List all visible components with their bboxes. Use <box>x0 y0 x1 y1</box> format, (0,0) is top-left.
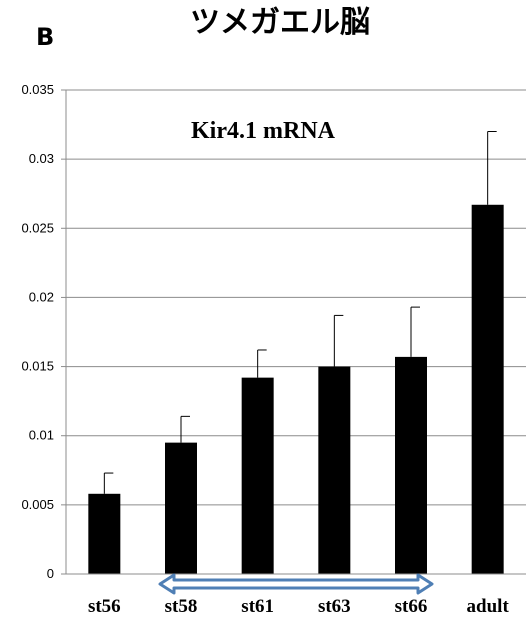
gridlines <box>66 89 526 506</box>
x-tick-label: st56 <box>88 596 121 617</box>
x-tick-label: st63 <box>318 596 351 617</box>
x-tick-label: adult <box>467 596 510 617</box>
bars <box>88 204 504 574</box>
x-tick-label: st58 <box>165 596 198 617</box>
x-axis-ticks: st56 st58 st61 st63 st66 adult <box>88 596 509 617</box>
bar-st66 <box>395 356 427 574</box>
bar-adult <box>471 204 504 574</box>
panel-label: B <box>36 23 54 51</box>
x-tick-label: st66 <box>395 596 428 617</box>
chart-title: ツメガエル脳 <box>190 5 370 40</box>
y-tick-label: 0.02 <box>29 289 54 304</box>
y-tick-label: 0.005 <box>21 497 54 512</box>
y-tick-label: 0.01 <box>29 428 54 443</box>
chart-annotation: Kir4.1 mRNA <box>191 118 336 144</box>
y-tick-label: 0.015 <box>21 359 54 374</box>
bar-st61 <box>241 377 274 574</box>
bar-st58 <box>165 442 197 574</box>
error-bars <box>103 130 497 494</box>
double-arrow-icon <box>158 573 434 595</box>
y-tick-label: 0.035 <box>21 82 54 97</box>
y-axis-ticks: 0 0.005 0.01 0.015 0.02 0.025 0.03 0.035 <box>21 82 66 581</box>
x-tick-label: st61 <box>241 596 274 617</box>
bar-st56 <box>88 493 121 574</box>
bar-st63 <box>318 366 351 574</box>
y-tick-label: 0 <box>47 566 54 581</box>
y-tick-label: 0.025 <box>21 220 54 235</box>
y-tick-label: 0.03 <box>29 151 54 166</box>
